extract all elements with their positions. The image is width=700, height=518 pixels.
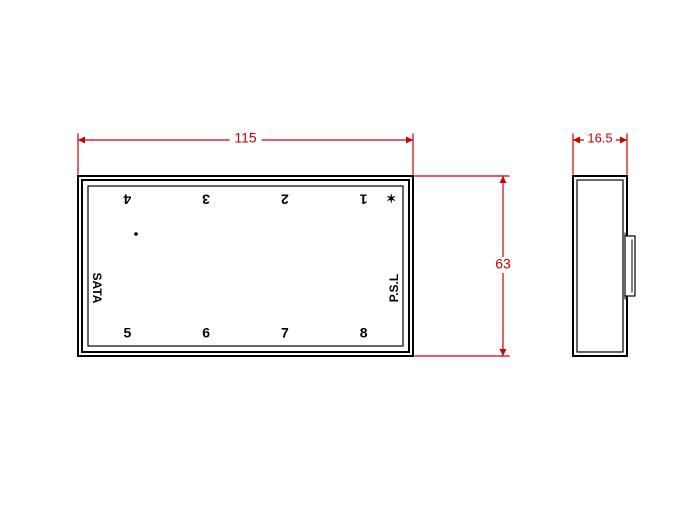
- bottom-number-label: 6: [202, 325, 210, 341]
- top-number-label: 1: [360, 191, 368, 207]
- dim-depth-label: 16.5: [587, 130, 612, 145]
- bottom-number-label: 5: [123, 325, 131, 341]
- bottom-number-label: 7: [281, 325, 289, 341]
- top-number-label: 4: [123, 191, 131, 207]
- drawing-svg: 4 3 2 1 ✶ 5 6 7 8 SATA P.S.L 115 63 16.5: [0, 0, 700, 518]
- svg-text:P.S.L: P.S.L: [387, 274, 401, 302]
- drawing-stage: 4 3 2 1 ✶ 5 6 7 8 SATA P.S.L 115 63 16.5: [0, 0, 700, 518]
- svg-text:✶: ✶: [386, 191, 396, 205]
- bottom-number-label: 8: [360, 325, 368, 341]
- dim-height-label: 63: [495, 256, 511, 272]
- top-number-label: 2: [281, 191, 289, 207]
- dim-width-label: 115: [234, 130, 257, 146]
- top-number-label: 3: [202, 191, 210, 207]
- svg-text:SATA: SATA: [90, 273, 104, 304]
